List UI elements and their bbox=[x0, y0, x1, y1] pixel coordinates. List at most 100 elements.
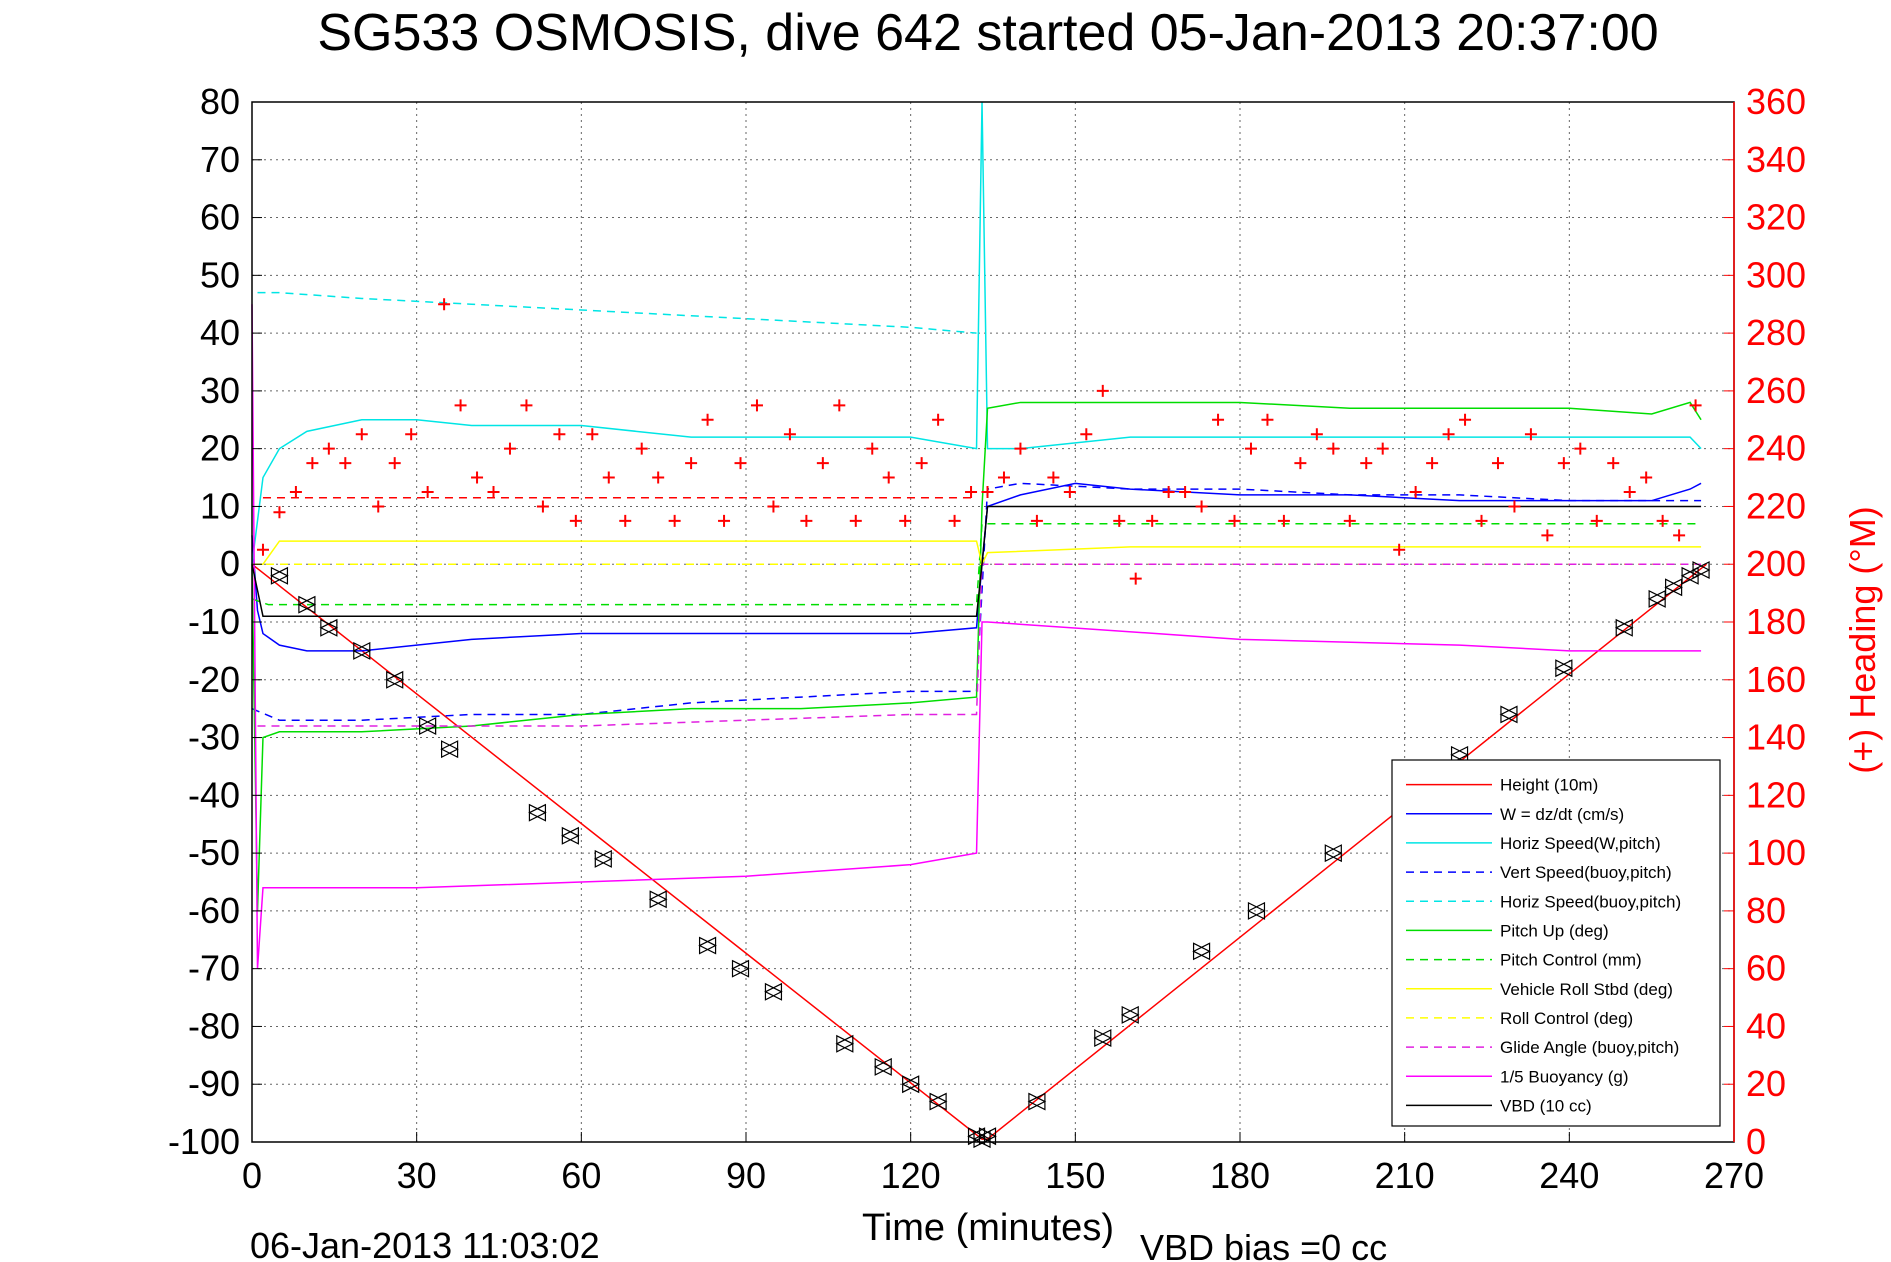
depth-marker bbox=[1027, 1092, 1047, 1111]
heading-point bbox=[1228, 514, 1241, 527]
depth-marker bbox=[1120, 1005, 1140, 1024]
y2-tick-label: 100 bbox=[1746, 832, 1806, 873]
heading-point bbox=[1113, 514, 1126, 527]
heading-point bbox=[1244, 442, 1257, 455]
depth-marker bbox=[1614, 618, 1634, 637]
heading-point bbox=[553, 428, 566, 441]
y-tick-label: 20 bbox=[200, 428, 240, 469]
heading-point bbox=[932, 413, 945, 426]
heading-point bbox=[1393, 543, 1406, 556]
y-tick-label: -10 bbox=[188, 601, 240, 642]
depth-marker bbox=[873, 1057, 893, 1076]
y2-tick-label: 60 bbox=[1746, 948, 1786, 989]
axes: 0 30 60 90 120 150 180 210 240 270 80 70 60 50 40 30 20 1… bbox=[168, 81, 1806, 1196]
y2-tick-label: 40 bbox=[1746, 1005, 1786, 1046]
heading-point bbox=[1047, 471, 1060, 484]
y2-tick-label: 300 bbox=[1746, 254, 1806, 295]
heading-point bbox=[701, 413, 714, 426]
depth-marker bbox=[440, 740, 459, 759]
heading-point bbox=[1212, 413, 1225, 426]
heading-point bbox=[1080, 428, 1093, 441]
y-tick-label: 40 bbox=[200, 312, 240, 353]
y-tick-label: -40 bbox=[188, 774, 240, 815]
heading-point bbox=[1294, 457, 1307, 470]
heading-point bbox=[1030, 514, 1043, 527]
heading-point bbox=[668, 514, 681, 527]
x-axis-label: Time (minutes) bbox=[862, 1207, 1114, 1249]
heading-point bbox=[355, 428, 368, 441]
heading-point bbox=[1146, 514, 1159, 527]
heading-point bbox=[454, 399, 467, 412]
heading-point bbox=[1426, 457, 1439, 470]
heading-point bbox=[1327, 442, 1340, 455]
heading-point bbox=[256, 543, 269, 556]
heading-point bbox=[997, 471, 1010, 484]
heading-point bbox=[1179, 486, 1192, 498]
x-tick-label: 90 bbox=[726, 1155, 766, 1196]
depth-marker bbox=[1192, 942, 1211, 961]
legend-label-6: Pitch Control (mm) bbox=[1500, 951, 1642, 970]
y2-tick-label: 160 bbox=[1746, 659, 1806, 700]
heading-point bbox=[948, 514, 961, 527]
x-tick-label: 270 bbox=[1704, 1155, 1764, 1196]
heading-point bbox=[915, 457, 928, 470]
y2-tick-label: 200 bbox=[1746, 543, 1806, 584]
heading-point bbox=[734, 457, 747, 470]
x-tick-label: 0 bbox=[242, 1155, 262, 1196]
heading-point bbox=[965, 486, 978, 498]
y2-axis-label: (+) Heading (°M) bbox=[1842, 506, 1883, 773]
heading-point bbox=[1689, 399, 1702, 412]
y-tick-label: -70 bbox=[188, 948, 240, 989]
heading-point bbox=[405, 428, 418, 441]
heading-point bbox=[306, 457, 319, 470]
x-tick-label: 150 bbox=[1045, 1155, 1105, 1196]
heading-point bbox=[1063, 486, 1076, 498]
heading-point bbox=[289, 486, 302, 498]
y-tick-label: -80 bbox=[188, 1005, 240, 1046]
y2-tick-label: 80 bbox=[1746, 890, 1786, 931]
depth-marker bbox=[1450, 745, 1469, 764]
heading-point bbox=[1162, 486, 1175, 498]
heading-point bbox=[471, 471, 484, 484]
chart-title: SG533 OSMOSIS, dive 642 started 05-Jan-2… bbox=[317, 4, 1658, 62]
heading-point bbox=[1129, 572, 1142, 585]
y2-tick-label: 260 bbox=[1746, 370, 1806, 411]
heading-point bbox=[487, 486, 500, 498]
depth-marker bbox=[319, 618, 339, 637]
y2-tick-label: 280 bbox=[1746, 312, 1806, 353]
heading-point bbox=[586, 428, 599, 441]
y-tick-label: 0 bbox=[220, 543, 240, 584]
depth-marker bbox=[352, 641, 372, 660]
depth-marker bbox=[528, 803, 547, 822]
depth-marker bbox=[901, 1075, 921, 1094]
heading-point bbox=[849, 514, 862, 527]
x-tick-label: 240 bbox=[1539, 1155, 1599, 1196]
y2-tick-label: 120 bbox=[1746, 774, 1806, 815]
y2-tick-label: 240 bbox=[1746, 428, 1806, 469]
heading-point bbox=[1195, 500, 1208, 513]
depth-marker bbox=[270, 566, 289, 585]
legend-label-2: Horiz Speed(W,pitch) bbox=[1500, 834, 1661, 853]
legend-label-10: 1/5 Buoyancy (g) bbox=[1500, 1067, 1629, 1086]
depth-marker bbox=[764, 982, 783, 1001]
x-tick-label: 120 bbox=[881, 1155, 941, 1196]
y-tick-label: -90 bbox=[188, 1063, 240, 1104]
depth-marker bbox=[561, 826, 580, 845]
y2-tick-label: 320 bbox=[1746, 197, 1806, 238]
x-tick-label: 180 bbox=[1210, 1155, 1270, 1196]
footer-timestamp: 06-Jan-2013 11:03:02 bbox=[250, 1225, 600, 1262]
heading-point bbox=[767, 500, 780, 513]
footer-vbd-bias: VBD bias =0 cc bbox=[1140, 1227, 1387, 1262]
heading-point bbox=[438, 298, 451, 311]
legend-label-3: Vert Speed(buoy,pitch) bbox=[1500, 863, 1672, 882]
depth-marker bbox=[385, 670, 405, 689]
legend-label-5: Pitch Up (deg) bbox=[1500, 921, 1609, 940]
heading-point bbox=[1360, 457, 1373, 470]
depth-marker bbox=[1647, 589, 1667, 608]
y2-tick-label: 180 bbox=[1746, 601, 1806, 642]
series-line-3 bbox=[251, 482, 1702, 721]
heading-point bbox=[388, 457, 401, 470]
depth-marker bbox=[1093, 1029, 1113, 1047]
